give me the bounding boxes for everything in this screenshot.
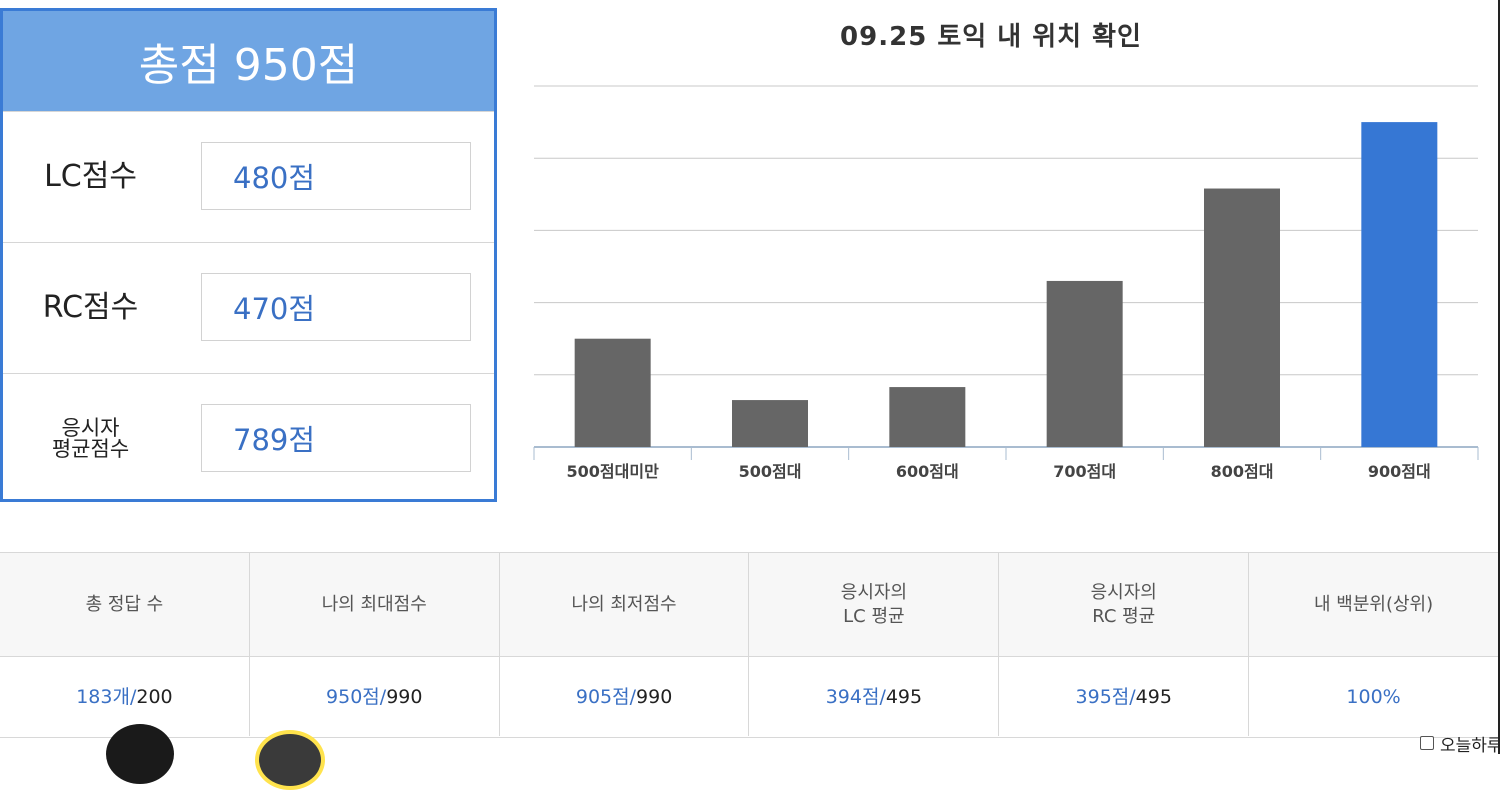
rc-score-value: 470점 — [201, 273, 471, 341]
value-sep: / — [379, 685, 387, 708]
value-rc-average: 395점/ 495 — [999, 657, 1250, 736]
rc-score-label: RC점수 — [42, 290, 139, 325]
bar — [1361, 122, 1438, 447]
x-tick-label: 500점대 — [739, 462, 802, 481]
average-score-value: 789점 — [201, 404, 471, 472]
checkbox-label: 오늘하루 — [1440, 735, 1503, 756]
x-tick-label: 800점대 — [1211, 462, 1274, 481]
lc-score-row: LC점수 480점 — [3, 111, 494, 242]
header-max-score: 나의 최대점수 — [250, 553, 500, 656]
x-tick-label: 700점대 — [1053, 462, 1116, 481]
stats-value-row: 183개/ 200 950점/ 990 905점/ 990 394점/ 495 … — [0, 657, 1498, 736]
header-rc-average: 응시자의 RC 평균 — [999, 553, 1250, 656]
bar — [1204, 188, 1280, 448]
value-mine: 395점 — [1075, 685, 1130, 708]
header-total-correct: 총 정답 수 — [0, 553, 250, 656]
scrollbar[interactable] — [1498, 0, 1507, 754]
value-sep: / — [1129, 685, 1136, 708]
average-score-label: 응시자 평균점수 — [51, 416, 130, 461]
stats-table: 총 정답 수 나의 최대점수 나의 최저점수 응시자의 LC 평균 응시자의 R… — [0, 552, 1498, 738]
value-sep: / — [629, 685, 637, 708]
value-total: 495 — [885, 685, 923, 708]
value-mine: 100% — [1346, 685, 1401, 708]
value-min-score: 905점/ 990 — [500, 657, 750, 736]
value-mine: 394점 — [825, 685, 880, 708]
header-percentile: 내 백분위(상위) — [1313, 593, 1434, 615]
value-mine: 950점 — [326, 685, 380, 708]
value-total-correct: 183개/ 200 — [0, 657, 250, 736]
avatar — [255, 730, 325, 790]
dont-show-today-checkbox[interactable]: 오늘하루 — [1420, 734, 1504, 756]
value-sep: / — [879, 685, 886, 708]
lc-score-label: LC점수 — [44, 159, 137, 194]
value-total: 990 — [386, 685, 423, 708]
avatar — [106, 724, 174, 784]
total-score: 총점 950점 — [3, 11, 494, 111]
bar — [889, 387, 966, 447]
x-tick-label: 900점대 — [1368, 462, 1431, 481]
chart-title: 09.25 토익 내 위치 확인 — [840, 22, 1142, 52]
score-distribution-chart: 500점대미만 500점대 600점대 700점대 800점대 900점대 — [533, 85, 1479, 481]
bar — [1046, 280, 1123, 447]
rc-score-row: RC점수 470점 — [3, 242, 494, 373]
value-mine: 905점 — [575, 685, 630, 708]
bar — [574, 338, 651, 447]
value-sep: / — [129, 685, 137, 708]
value-max-score: 950점/ 990 — [250, 657, 500, 736]
value-total: 990 — [636, 685, 673, 708]
checkbox-icon[interactable] — [1420, 736, 1434, 750]
x-tick-label: 600점대 — [896, 462, 959, 481]
header-min-score: 나의 최저점수 — [500, 553, 750, 656]
value-total: 495 — [1135, 685, 1172, 708]
value-lc-average: 394점/ 495 — [749, 657, 1000, 736]
header-lc-average: 응시자의 LC 평균 — [749, 553, 1000, 656]
stats-header-row: 총 정답 수 나의 최대점수 나의 최저점수 응시자의 LC 평균 응시자의 R… — [0, 553, 1498, 657]
bar — [732, 400, 808, 447]
value-percentile: 100% — [1249, 657, 1498, 736]
lc-score-value: 480점 — [201, 142, 471, 210]
value-total: 200 — [136, 685, 173, 708]
x-tick-label: 500점대미만 — [567, 462, 660, 481]
value-mine: 183개 — [76, 685, 130, 708]
score-panel: 총점 950점 LC점수 480점 RC점수 470점 응시자 평균점수 789… — [0, 8, 497, 502]
average-score-row: 응시자 평균점수 789점 — [3, 373, 494, 504]
